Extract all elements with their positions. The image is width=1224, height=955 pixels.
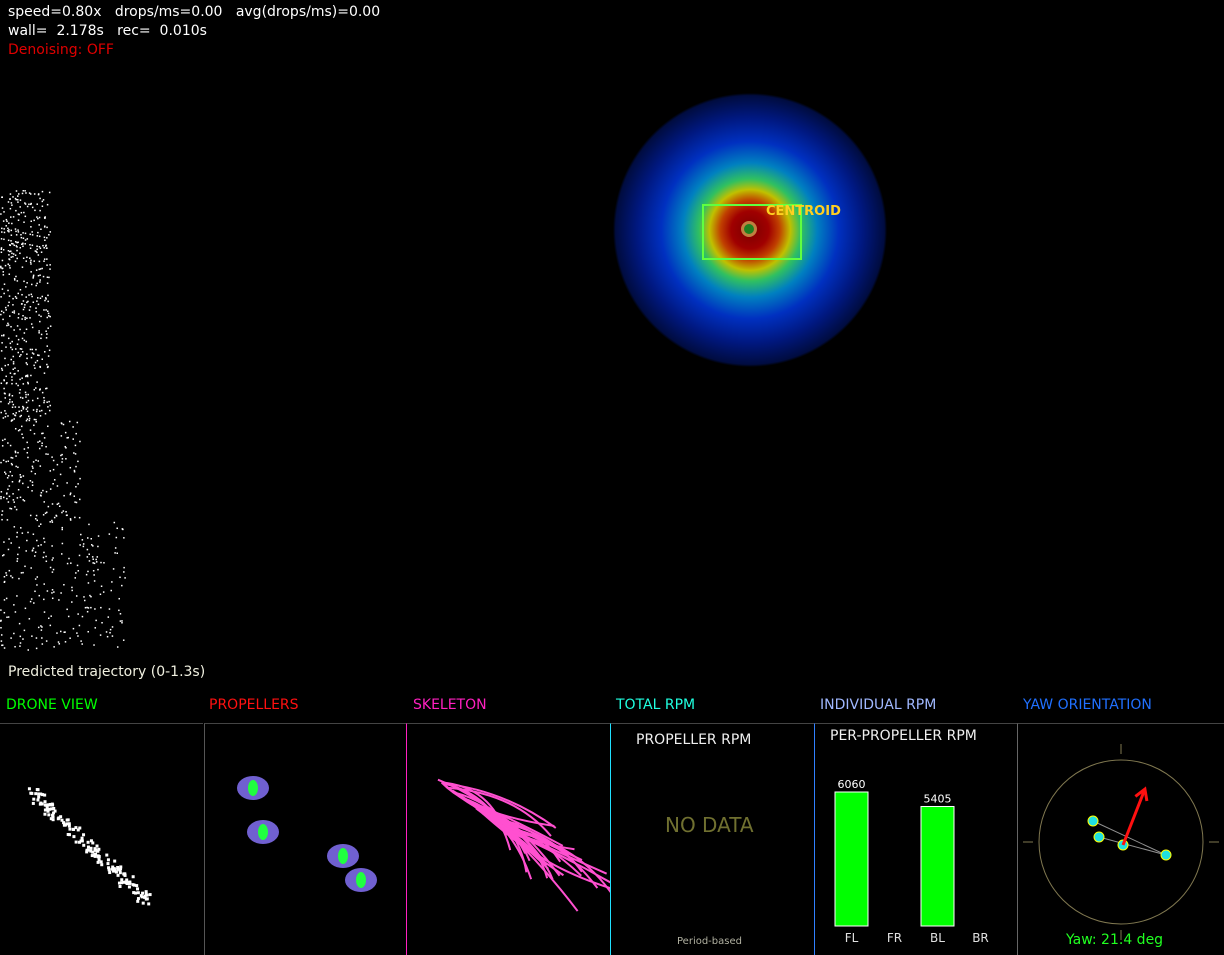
total-rpm-title: PROPELLER RPM [636,732,752,748]
propeller-blob [258,824,268,840]
panel-label-drone-view: DRONE VIEW [6,697,98,713]
yaw-compass [1023,744,1219,940]
propeller-point [1160,849,1172,861]
propeller-point [1093,831,1105,843]
panel-label-total-rpm: TOTAL RPM [616,697,696,713]
denoising-status: Denoising: OFF [8,42,114,58]
drone-view-panel [0,723,203,955]
propeller-point [1087,815,1099,827]
rpm-tick-fr: FR [887,931,902,945]
propellers-panel [204,723,408,955]
rpm-value-fl: 6060 [838,778,866,791]
propeller-blob [338,848,348,864]
rpm-bar-chart: 6060 FL FR 5405 BL BR [834,778,989,945]
event-point-cloud [0,190,126,651]
rpm-bar-bl [920,805,955,927]
rpm-tick-fl: FL [845,931,859,945]
no-data-text: NO DATA [665,813,754,837]
rpm-tick-br: BR [972,931,989,945]
drone-bounding-box [702,204,802,260]
rpm-bar-fl [834,791,869,927]
rpm-value-bl: 5405 [924,792,952,805]
propeller-blob [356,872,366,888]
yaw-panel: Yaw: 21.4 deg [1017,723,1224,955]
yaw-readout: Yaw: 21.4 deg [1066,932,1164,948]
panel-label-yaw: YAW ORIENTATION [1023,697,1152,713]
panel-label-skeleton: SKELETON [413,697,487,713]
panel-label-individual-rpm: INDIVIDUAL RPM [820,697,937,713]
hud-stats-line: speed=0.80x drops/ms=0.00 avg(drops/ms)=… [8,4,381,20]
chart-title: PER-PROPELLER RPM [830,728,977,744]
trajectory-label: Predicted trajectory (0-1.3s) [8,664,206,680]
yaw-arrow [1121,788,1147,846]
centroid-marker [741,221,757,237]
period-based-note: Period-based [677,936,742,947]
total-rpm-panel: PROPELLER RPM NO DATA Period-based [610,723,814,955]
propeller-blob [248,780,258,796]
centroid-label: CENTROID [766,204,841,219]
panel-label-propellers: PROPELLERS [209,697,299,713]
rpm-tick-bl: BL [930,931,945,945]
compass-circle [1038,759,1204,925]
hud-timing-line: wall= 2.178s rec= 0.010s [8,23,207,39]
yaw-arrow-head [1134,786,1149,802]
skeleton-panel [406,723,610,955]
individual-rpm-panel: PER-PROPELLER RPM 6060 FL FR 5405 BL BR [814,723,1018,955]
